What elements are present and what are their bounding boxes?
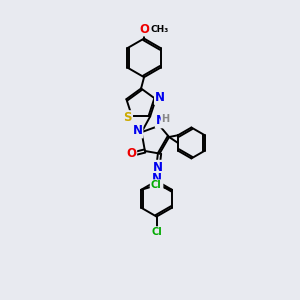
Text: N: N: [152, 172, 162, 185]
Text: CH₃: CH₃: [150, 25, 169, 34]
Text: Cl: Cl: [152, 180, 163, 190]
Text: O: O: [139, 22, 149, 35]
Text: N: N: [132, 124, 142, 137]
Text: N: N: [156, 114, 166, 128]
Text: H: H: [161, 114, 169, 124]
Text: N: N: [153, 161, 163, 174]
Text: N: N: [155, 91, 165, 104]
Text: O: O: [126, 147, 136, 160]
Text: S: S: [124, 111, 132, 124]
Text: Cl: Cl: [151, 180, 161, 190]
Text: Cl: Cl: [151, 227, 162, 237]
